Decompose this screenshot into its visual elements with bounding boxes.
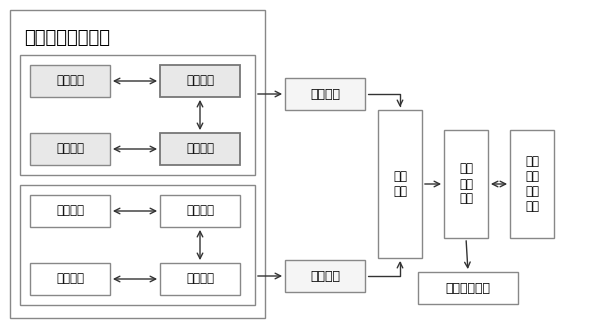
Text: 测量节点: 测量节点 [56,273,84,285]
Text: 农田环境遥测系统: 农田环境遥测系统 [24,29,110,47]
Bar [160,195,240,227]
Bar [285,78,365,110]
Bar [378,110,422,258]
Bar [444,130,488,238]
Bar [20,185,255,305]
Text: 用户
服务
系统: 用户 服务 系统 [459,162,473,206]
Bar [285,260,365,292]
Bar [510,130,554,238]
Text: 测量网关: 测量网关 [310,270,340,282]
Text: 控制节点: 控制节点 [186,143,214,155]
Bar [30,195,110,227]
Text: 测量节点: 测量节点 [56,205,84,217]
Text: 现场控制系统: 现场控制系统 [445,281,491,294]
Text: 控制节点: 控制节点 [186,75,214,87]
Bar [160,65,240,97]
Bar [160,133,240,165]
Bar [30,133,110,165]
Text: 农作
管理
专家
系统: 农作 管理 专家 系统 [525,155,539,213]
Text: 测量节点: 测量节点 [186,205,214,217]
Bar [10,10,265,318]
Bar [30,263,110,295]
Text: 控制节点: 控制节点 [56,75,84,87]
Bar [160,263,240,295]
Bar [30,65,110,97]
Bar [20,55,255,175]
Text: 测量节点: 测量节点 [186,273,214,285]
Text: 控制节点: 控制节点 [56,143,84,155]
Text: 控制网关: 控制网关 [310,87,340,101]
Bar [418,272,518,304]
Text: 无线
网络: 无线 网络 [393,170,407,198]
